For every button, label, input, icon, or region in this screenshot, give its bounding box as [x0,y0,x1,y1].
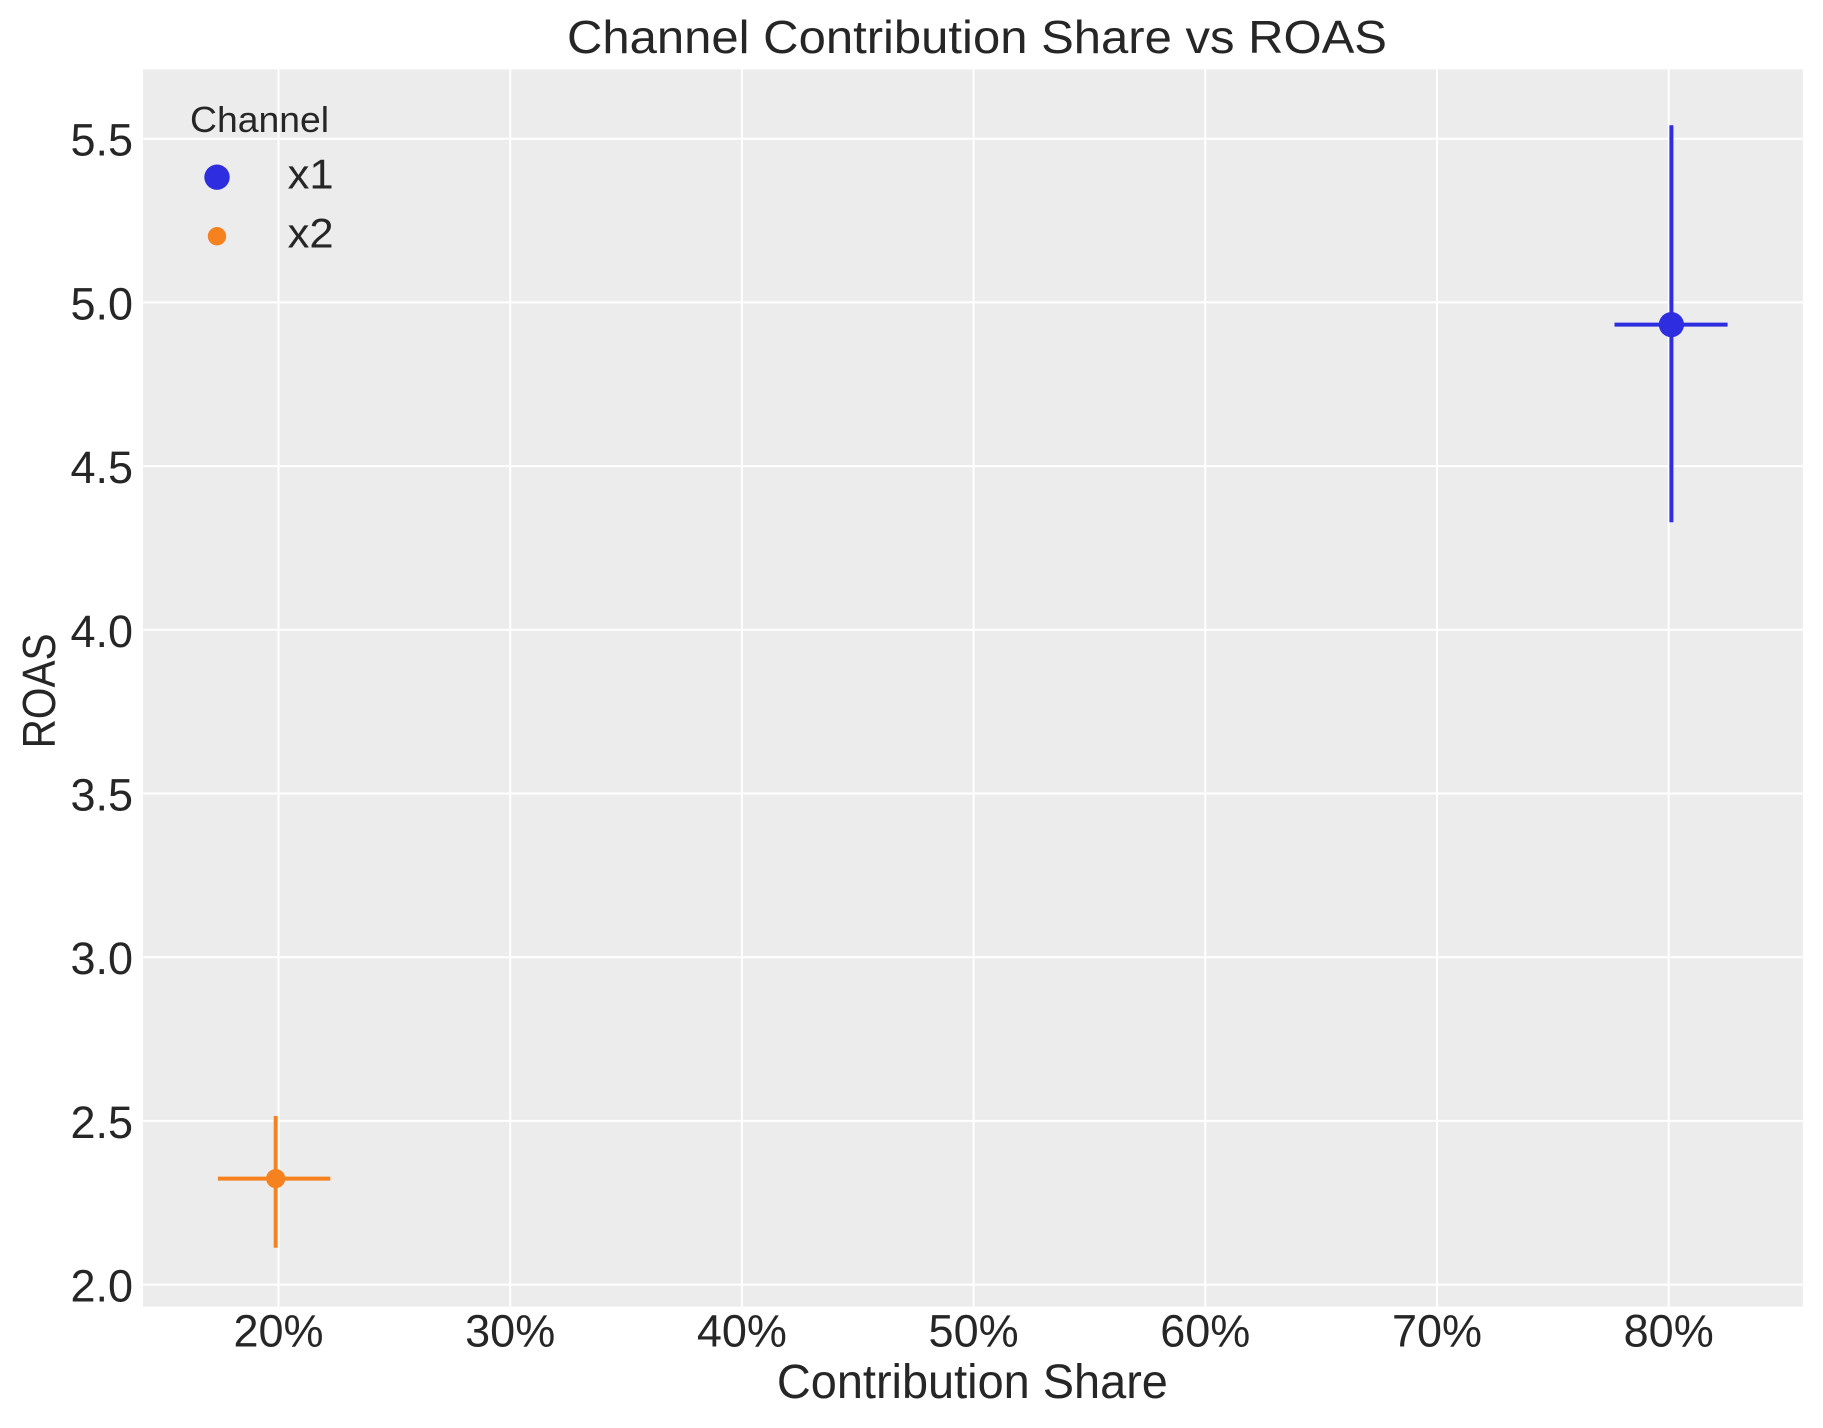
svg-text:4.0: 4.0 [70,606,133,657]
svg-text:4.5: 4.5 [70,442,133,493]
svg-text:3.5: 3.5 [70,770,133,821]
svg-text:80%: 80% [1624,1305,1714,1356]
svg-text:Channel Contribution Share vs: Channel Contribution Share vs ROAS [567,11,1387,63]
svg-text:40%: 40% [697,1305,787,1356]
svg-text:Contribution Share: Contribution Share [777,1355,1168,1409]
svg-text:30%: 30% [465,1305,555,1356]
svg-text:2.0: 2.0 [70,1261,133,1312]
svg-text:5.5: 5.5 [70,115,133,166]
svg-text:ROAS: ROAS [13,633,65,748]
svg-text:x1: x1 [288,151,334,198]
svg-text:x2: x2 [288,209,334,256]
svg-text:Channel: Channel [190,100,329,140]
svg-text:2.5: 2.5 [70,1097,133,1148]
svg-text:60%: 60% [1160,1305,1250,1356]
svg-text:5.0: 5.0 [70,278,133,329]
svg-text:70%: 70% [1392,1305,1482,1356]
svg-text:20%: 20% [233,1305,323,1356]
svg-text:50%: 50% [929,1305,1019,1356]
svg-text:3.0: 3.0 [70,933,133,984]
